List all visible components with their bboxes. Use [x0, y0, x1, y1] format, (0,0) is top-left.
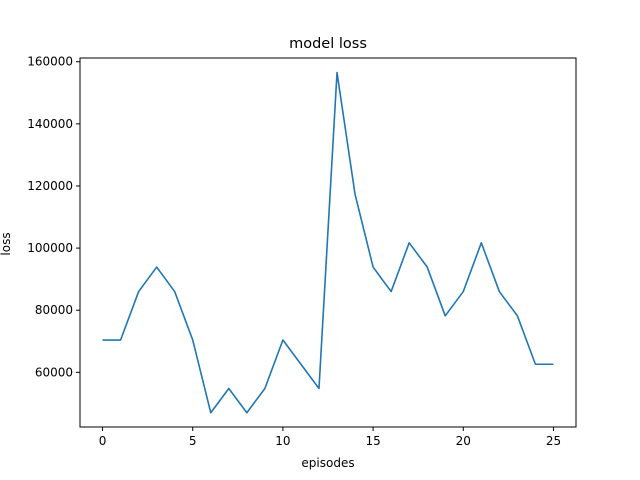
x-tick-label: 15	[365, 434, 380, 448]
x-tick-label: 20	[456, 434, 471, 448]
plot-frame	[79, 57, 577, 428]
y-tick-label: 60000	[35, 365, 73, 379]
x-tick-label: 0	[99, 434, 107, 448]
y-tick-label: 140000	[27, 117, 73, 131]
y-tick-label: 120000	[27, 179, 73, 193]
y-tick-label: 80000	[35, 303, 73, 317]
series-line-0	[102, 71, 554, 414]
y-axis-label: loss	[0, 232, 13, 255]
x-axis-label: episodes	[301, 456, 354, 470]
chart-title: model loss	[289, 36, 367, 52]
x-tick-label: 10	[275, 434, 290, 448]
x-tick-label: 5	[189, 434, 197, 448]
y-tick-label: 160000	[27, 55, 73, 69]
x-tick-label: 25	[546, 434, 561, 448]
y-tick-label: 100000	[27, 241, 73, 255]
